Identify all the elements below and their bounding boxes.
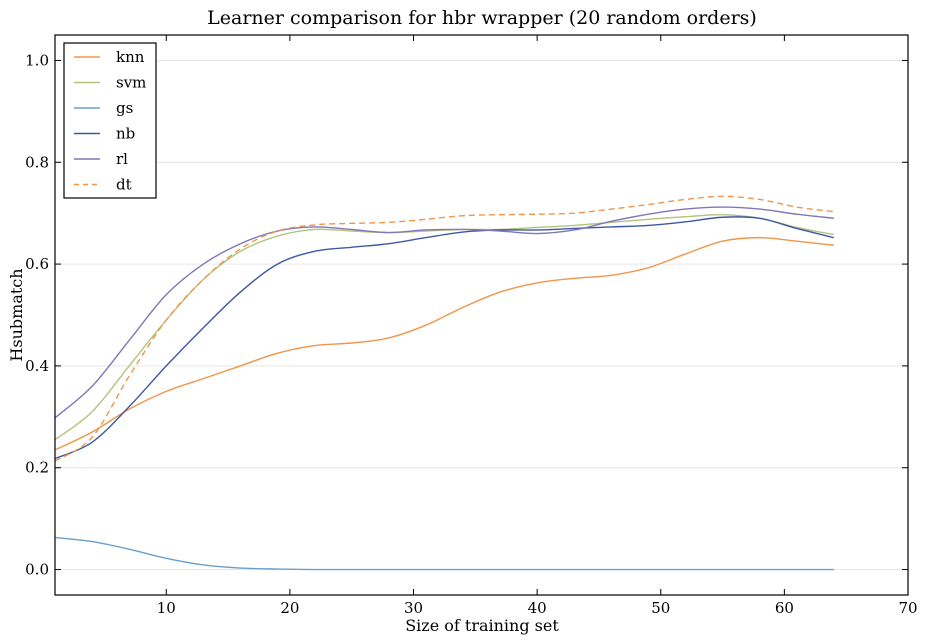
x-tick-label-5: 60 (775, 599, 794, 617)
x-tick-label-1: 20 (280, 599, 299, 617)
axis-ticks: 10 20 30 40 50 60 70 0.0 0.2 0.4 0.6 0.8 1.0 (25, 35, 918, 617)
gridlines (55, 59, 908, 571)
y-axis-label: Hsubmatch (7, 268, 26, 361)
y-tick-label-3: 0.6 (25, 255, 49, 273)
x-tick-label-2: 30 (404, 599, 423, 617)
legend-label-gs: gs (116, 99, 133, 117)
legend-label-nb: nb (116, 125, 135, 143)
x-tick-label-3: 40 (528, 599, 547, 617)
x-tick-label-6: 70 (898, 599, 917, 617)
y-tick-label-2: 0.4 (25, 357, 49, 375)
series-line-rl (54, 206, 834, 419)
series-line-gs (54, 536, 834, 571)
series-line-svm (54, 213, 834, 441)
series-layer (54, 195, 834, 571)
series-line-dt (54, 195, 834, 462)
x-tick-label-4: 50 (651, 599, 670, 617)
legend-box (63, 42, 157, 199)
plot-frame (54, 34, 909, 596)
legend-label-rl: rl (116, 150, 128, 168)
legend-label-svm: svm (116, 74, 146, 92)
chart-title: Learner comparison for hbr wrapper (20 r… (207, 7, 757, 29)
y-tick-label-0: 0.0 (25, 561, 49, 579)
y-tick-label-5: 1.0 (25, 51, 49, 69)
y-tick-label-1: 0.2 (25, 459, 49, 477)
legend-label-dt: dt (116, 176, 132, 194)
x-tick-label-0: 10 (157, 599, 176, 617)
x-axis-label: Size of training set (405, 616, 559, 635)
legend: knn svm gs nb rl dt (63, 42, 157, 199)
series-line-nb (54, 216, 834, 460)
legend-label-knn: knn (116, 48, 145, 66)
y-tick-label-4: 0.8 (25, 153, 49, 171)
series-line-knn (54, 236, 834, 451)
